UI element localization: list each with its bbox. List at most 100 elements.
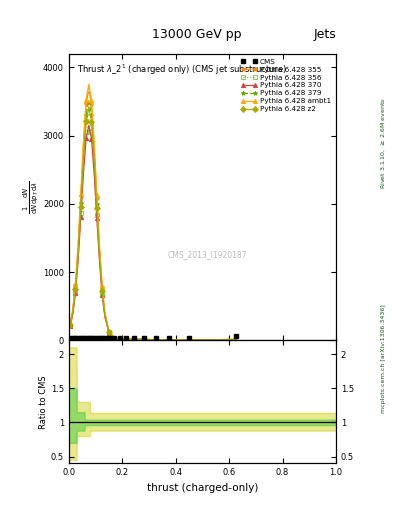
Pythia 6.428 z2 [86, 104, 91, 110]
Pythia 6.428 379 [84, 112, 88, 118]
Pythia 6.428 z2 [233, 336, 238, 343]
Line: Pythia 6.428 z2: Pythia 6.428 z2 [68, 105, 238, 342]
Pythia 6.428 ambt1 [73, 281, 78, 287]
Y-axis label: Ratio to CMS: Ratio to CMS [39, 375, 48, 429]
CMS [132, 335, 137, 342]
Pythia 6.428 356 [141, 336, 146, 343]
Pythia 6.428 356 [84, 129, 88, 135]
CMS [167, 335, 171, 342]
Line: Pythia 6.428 379: Pythia 6.428 379 [68, 98, 238, 342]
CMS [81, 335, 86, 342]
Pythia 6.428 355 [68, 321, 72, 327]
Pythia 6.428 356 [68, 323, 72, 329]
Pythia 6.428 379 [141, 336, 146, 343]
Pythia 6.428 ambt1 [68, 321, 72, 327]
Pythia 6.428 z2 [92, 156, 97, 162]
Pythia 6.428 z2 [103, 312, 107, 318]
Pythia 6.428 379 [100, 287, 105, 293]
Pythia 6.428 z2 [141, 336, 146, 343]
Pythia 6.428 370 [89, 136, 94, 142]
Pythia 6.428 z2 [84, 118, 88, 124]
Pythia 6.428 370 [79, 214, 83, 220]
Pythia 6.428 356 [167, 337, 171, 343]
Pythia 6.428 ambt1 [153, 336, 158, 343]
Pythia 6.428 379 [117, 335, 122, 342]
Pythia 6.428 355 [86, 86, 91, 92]
Pythia 6.428 379 [70, 308, 75, 314]
Pythia 6.428 356 [187, 337, 191, 343]
Pythia 6.428 z2 [94, 205, 99, 211]
Pythia 6.428 379 [92, 151, 97, 157]
Pythia 6.428 356 [124, 336, 129, 342]
Pythia 6.428 355 [89, 101, 94, 108]
Pythia 6.428 z2 [70, 309, 75, 315]
Pythia 6.428 370 [92, 170, 97, 177]
Pythia 6.428 370 [70, 311, 75, 317]
Pythia 6.428 355 [112, 334, 117, 340]
Pythia 6.428 370 [117, 336, 122, 342]
Pythia 6.428 355 [81, 141, 86, 147]
Pythia 6.428 379 [124, 336, 129, 342]
Pythia 6.428 z2 [100, 288, 105, 294]
Pythia 6.428 356 [70, 311, 75, 317]
Pythia 6.428 ambt1 [187, 337, 191, 343]
Pythia 6.428 ambt1 [103, 309, 107, 315]
Pythia 6.428 z2 [132, 336, 137, 342]
CMS [141, 335, 146, 342]
Pythia 6.428 355 [73, 282, 78, 288]
Pythia 6.428 379 [132, 336, 137, 342]
Pythia 6.428 370 [97, 259, 102, 265]
CMS [97, 335, 102, 342]
Pythia 6.428 379 [112, 334, 117, 340]
CMS [100, 335, 105, 342]
CMS [84, 335, 88, 342]
CMS [79, 335, 83, 342]
Pythia 6.428 z2 [73, 286, 78, 292]
Pythia 6.428 ambt1 [86, 81, 91, 88]
Pythia 6.428 355 [167, 337, 171, 343]
Pythia 6.428 370 [76, 257, 81, 263]
Pythia 6.428 355 [132, 336, 137, 342]
CMS [86, 335, 91, 342]
Pythia 6.428 356 [103, 313, 107, 319]
Pythia 6.428 ambt1 [70, 306, 75, 312]
CMS [70, 335, 75, 342]
Pythia 6.428 356 [233, 336, 238, 343]
CMS [76, 335, 81, 342]
Pythia 6.428 379 [153, 336, 158, 343]
Pythia 6.428 z2 [107, 329, 111, 335]
Line: Pythia 6.428 356: Pythia 6.428 356 [68, 117, 238, 342]
Pythia 6.428 355 [94, 195, 99, 201]
Pythia 6.428 z2 [117, 335, 122, 342]
CMS [73, 335, 78, 342]
Pythia 6.428 ambt1 [79, 190, 83, 197]
Pythia 6.428 379 [94, 201, 99, 207]
CMS [187, 335, 191, 342]
Pythia 6.428 379 [86, 97, 91, 103]
Pythia 6.428 379 [167, 337, 171, 343]
CMS [92, 335, 97, 342]
Text: Rivet 3.1.10, $\geq$ 2.6M events: Rivet 3.1.10, $\geq$ 2.6M events [379, 98, 387, 189]
Pythia 6.428 ambt1 [124, 336, 129, 342]
Pythia 6.428 356 [79, 210, 83, 217]
Legend: CMS, Pythia 6.428 355, Pythia 6.428 356, Pythia 6.428 370, Pythia 6.428 379, Pyt: CMS, Pythia 6.428 355, Pythia 6.428 356,… [240, 57, 332, 114]
Pythia 6.428 356 [117, 336, 122, 342]
Pythia 6.428 z2 [124, 336, 129, 342]
Pythia 6.428 355 [70, 307, 75, 313]
Pythia 6.428 370 [103, 314, 107, 320]
Pythia 6.428 356 [89, 129, 94, 135]
Pythia 6.428 370 [153, 337, 158, 343]
Pythia 6.428 370 [187, 337, 191, 343]
Pythia 6.428 356 [81, 164, 86, 170]
Pythia 6.428 370 [112, 335, 117, 341]
Text: Thrust $\lambda\_2^1$ (charged only) (CMS jet substructure): Thrust $\lambda\_2^1$ (charged only) (CM… [77, 62, 287, 77]
Pythia 6.428 370 [132, 336, 137, 343]
Pythia 6.428 ambt1 [97, 243, 102, 249]
Pythia 6.428 ambt1 [107, 328, 111, 334]
Text: CMS_2013_I1920187: CMS_2013_I1920187 [168, 250, 248, 259]
CMS [103, 335, 107, 342]
Pythia 6.428 379 [81, 150, 86, 156]
Line: Pythia 6.428 355: Pythia 6.428 355 [68, 87, 238, 342]
Line: Pythia 6.428 370: Pythia 6.428 370 [68, 123, 238, 342]
CMS [153, 335, 158, 342]
